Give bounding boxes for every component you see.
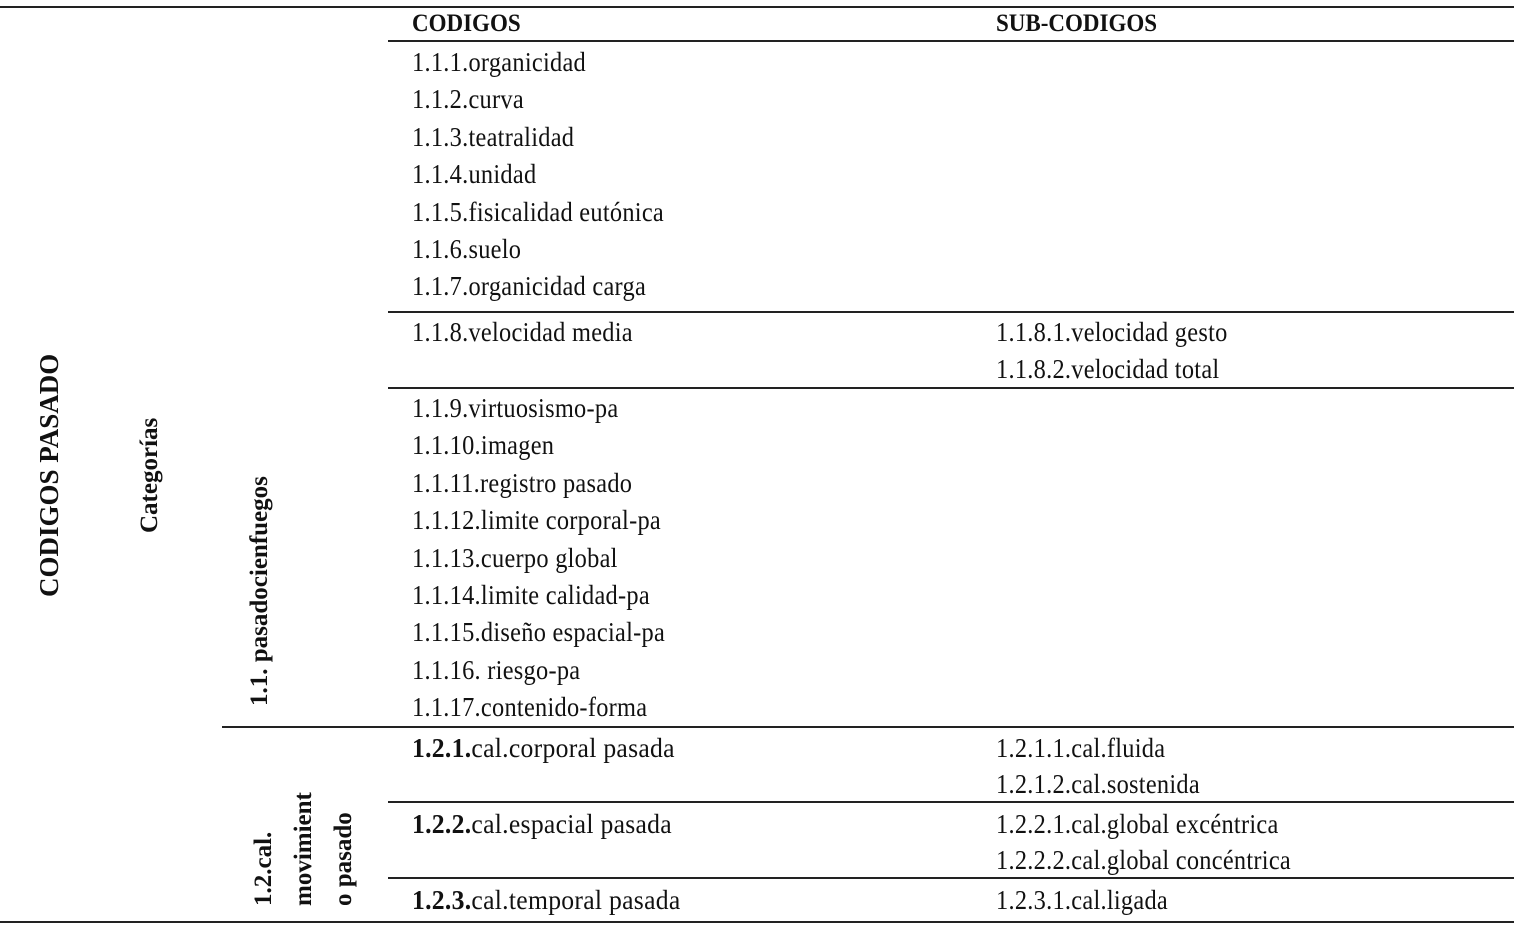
subcodes-list-1-2-1: 1.2.1.1.cal.fluida 1.2.1.2.cal.sostenida [996, 730, 1211, 802]
code-1-2-2: 1.2.2.cal.espacial pasada [412, 806, 672, 843]
category-label-1-1: 1.1. pasadocienfuegos [246, 476, 273, 706]
code-item: 1.1.7.organicidad carga [412, 271, 647, 302]
block-rule [388, 311, 1514, 313]
subcodes-list-1-2-2: 1.2.2.1.cal.global excéntrica 1.2.2.2.ca… [996, 806, 1307, 878]
code-item: 1.1.8.velocidad media [412, 317, 633, 347]
block-rule [388, 801, 1514, 803]
group-label-categorias: Categorías [136, 417, 163, 533]
category-rule [222, 726, 1514, 728]
code-item: 1.1.4.unidad [412, 159, 537, 190]
table-top-rule [0, 6, 1514, 8]
codes-list-1-1-c: 1.1.9.virtuosismo-pa 1.1.10.imagen 1.1.1… [412, 390, 678, 727]
code-item: 1.1.10.imagen [412, 430, 555, 461]
subcode-item: 1.2.3.1.cal.ligada [996, 885, 1169, 915]
code-item: 1.1.5.fisicalidad eutónica [412, 196, 664, 227]
code-text: cal.espacial pasada [471, 809, 672, 839]
code-item: 1.1.17.contenido-forma [412, 692, 648, 723]
code-item: 1.1.3.teatralidad [412, 121, 575, 152]
header-codigos: CODIGOS [412, 10, 521, 37]
category-label-1-2-line2: movimient [290, 792, 317, 906]
code-item: 1.1.14.limite calidad-pa [412, 580, 650, 611]
table-bottom-rule [0, 921, 1514, 923]
category-label-1-2-line3: o pasado [330, 812, 357, 906]
code-number: 1.2.1. [412, 733, 472, 763]
row-label-codigos-pasado: CODIGOS PASADO [34, 353, 64, 597]
code-text: cal.corporal pasada [471, 733, 675, 763]
code-item: 1.1.15.diseño espacial-pa [412, 617, 666, 648]
code-item: 1.1.13.cuerpo global [412, 542, 618, 573]
code-number: 1.2.3. [412, 885, 472, 915]
code-item: 1.1.2.curva [412, 84, 524, 115]
code-1-2-3: 1.2.3.cal.temporal pasada [412, 882, 681, 919]
codes-list-1-1-a: 1.1.1.organicidad 1.1.2.curva 1.1.3.teat… [412, 44, 677, 306]
code-item: 1.1.6.suelo [412, 234, 522, 265]
code-item: 1.1.16. riesgo-pa [412, 654, 581, 685]
header-subcodigos: SUB-CODIGOS [996, 10, 1158, 37]
code-item: 1.1.11.registro pasado [412, 467, 633, 498]
code-item: 1.1.1.organicidad [412, 47, 587, 77]
code-1-2-1: 1.2.1.cal.corporal pasada [412, 730, 675, 767]
subcode-item: 1.2.1.2.cal.sostenida [996, 769, 1200, 799]
block-rule [388, 877, 1514, 879]
subcode-item: 1.2.2.2.cal.global concéntrica [996, 845, 1292, 875]
subcode-item: 1.1.8.2.velocidad total [996, 354, 1220, 385]
category-label-1-2-line1: 1.2.cal. [250, 831, 277, 906]
code-number: 1.2.2. [412, 809, 472, 839]
codes-list-1-1-b: 1.1.8.velocidad media [412, 314, 644, 351]
subcodes-list-1-2-3: 1.2.3.1.cal.ligada [996, 882, 1177, 918]
subcode-item: 1.1.8.1.velocidad gesto [996, 317, 1228, 347]
block-rule [388, 387, 1514, 389]
code-text: cal.temporal pasada [471, 885, 681, 915]
header-rule [388, 40, 1514, 42]
subcode-item: 1.2.1.1.cal.fluida [996, 733, 1166, 763]
subcode-item: 1.2.2.1.cal.global excéntrica [996, 809, 1279, 839]
code-item: 1.1.9.virtuosismo-pa [412, 393, 619, 423]
subcodes-list-1-1-8: 1.1.8.1.velocidad gesto 1.1.8.2.velocida… [996, 314, 1240, 389]
code-item: 1.1.12.limite corporal-pa [412, 505, 662, 536]
